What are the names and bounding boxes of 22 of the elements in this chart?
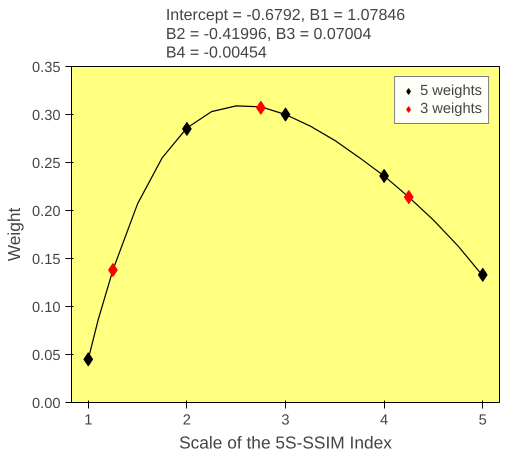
y-tick-label: 0.10 [32, 300, 61, 316]
y-tick-label: 0.30 [32, 108, 61, 124]
point [404, 190, 414, 204]
chart-title: Intercept = -0.6792, B1 = 1.07846 B2 = -0.41996, B3 = 0.07004 B4 = -0.00454 [166, 7, 406, 62]
x-tick-label: 3 [281, 412, 290, 428]
y-axis-title: Weight [4, 208, 24, 262]
y-tick-label: 0.35 [32, 60, 61, 76]
x-tick-label: 2 [182, 412, 191, 428]
point [83, 352, 94, 366]
y-tick-label: 0.00 [32, 396, 61, 412]
point [478, 268, 488, 282]
x-tick-label: 1 [84, 412, 92, 428]
x-tick-label: 5 [478, 412, 487, 428]
x-axis-title: Scale of the 5S-SSIM Index [179, 432, 392, 452]
y-tick-label: 0.05 [32, 348, 61, 364]
point [280, 108, 290, 122]
x-tick-label: 4 [380, 412, 388, 428]
y-tick-label: 0.25 [32, 156, 61, 172]
y-tick-label: 0.15 [32, 252, 61, 268]
legend-label: 5 weights [420, 83, 482, 99]
legend-label: 3 weights [420, 101, 482, 117]
y-tick-label: 0.20 [32, 204, 61, 220]
